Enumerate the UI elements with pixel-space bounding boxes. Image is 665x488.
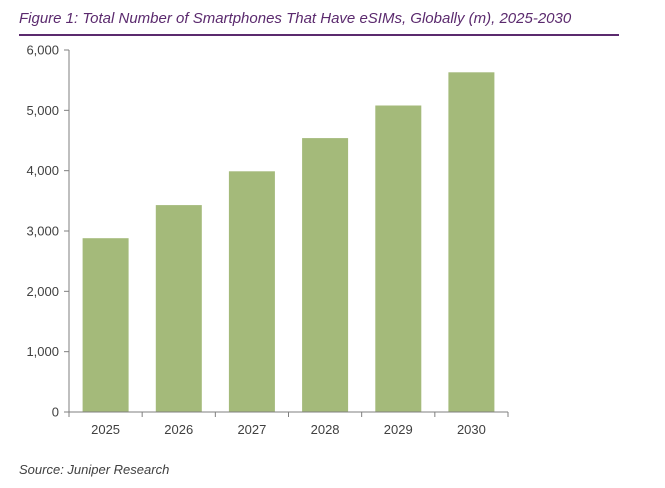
y-tick-label: 2,000 bbox=[26, 284, 59, 299]
x-tick-label: 2026 bbox=[164, 422, 193, 437]
x-tick-label: 2028 bbox=[311, 422, 340, 437]
x-axis-ticks: 2025 2026 2027 2028 2029 2030 bbox=[68, 412, 509, 437]
bar-2025 bbox=[82, 238, 129, 412]
y-tick-label: 5,000 bbox=[26, 103, 59, 118]
axes-group bbox=[68, 50, 508, 413]
y-axis-ticks: 0 1,000 2,000 3,000 4,000 5,000 6,000 bbox=[26, 43, 69, 420]
x-tick-label: 2030 bbox=[457, 422, 486, 437]
y-tick-label: 4,000 bbox=[26, 163, 59, 178]
figure-title: Figure 1: Total Number of Smartphones Th… bbox=[19, 10, 572, 27]
x-tick-label: 2027 bbox=[237, 422, 266, 437]
bar-2027 bbox=[228, 171, 275, 412]
y-tick-label: 3,000 bbox=[26, 224, 59, 239]
bar-2029 bbox=[375, 105, 422, 412]
y-tick-label: 6,000 bbox=[26, 43, 59, 58]
y-tick-label: 0 bbox=[52, 405, 59, 420]
x-tick-label: 2025 bbox=[91, 422, 120, 437]
y-tick-label: 1,000 bbox=[26, 344, 59, 359]
x-tick-label: 2029 bbox=[384, 422, 413, 437]
bar-2030 bbox=[448, 72, 495, 413]
source-note: Source: Juniper Research bbox=[19, 462, 170, 477]
bars-group bbox=[82, 72, 495, 413]
bar-2026 bbox=[155, 205, 202, 412]
title-divider bbox=[19, 34, 619, 36]
bar-2028 bbox=[302, 138, 349, 412]
